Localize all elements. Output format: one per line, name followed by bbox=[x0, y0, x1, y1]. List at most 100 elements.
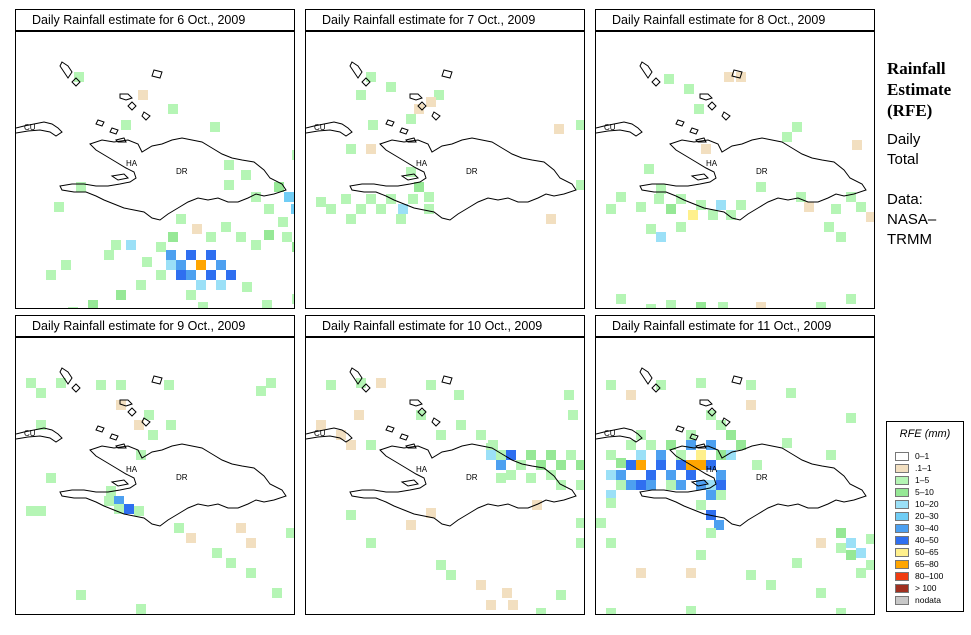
rainfall-cell bbox=[666, 440, 676, 450]
coastline bbox=[417, 101, 427, 111]
label-cuba: CU bbox=[314, 123, 326, 132]
rainfall-cell bbox=[566, 450, 576, 460]
rainfall-cell bbox=[606, 608, 616, 614]
rainfall-cell bbox=[166, 420, 176, 430]
rainfall-cell bbox=[656, 450, 666, 460]
coastline bbox=[417, 407, 427, 417]
label-haiti: HA bbox=[706, 159, 718, 168]
rainfall-cell bbox=[866, 534, 874, 544]
rainfall-cell bbox=[836, 608, 846, 614]
rainfall-cell bbox=[396, 214, 406, 224]
coastline bbox=[639, 137, 867, 221]
rainfall-map-8-oct: CU HA DR bbox=[595, 31, 875, 309]
rainfall-cell bbox=[216, 280, 226, 290]
rainfall-map-10-oct: CU HA DR bbox=[305, 337, 585, 615]
rainfall-cell bbox=[576, 180, 584, 190]
coastline bbox=[690, 479, 710, 487]
rainfall-cell bbox=[756, 182, 766, 192]
rainfall-cell bbox=[104, 250, 114, 260]
rainfall-cell bbox=[816, 588, 826, 598]
rainfall-cell bbox=[198, 302, 208, 308]
coastline bbox=[141, 417, 151, 427]
coastline bbox=[349, 61, 363, 79]
coastline bbox=[349, 443, 577, 527]
rainfall-cell bbox=[554, 124, 564, 134]
rainfall-cell bbox=[736, 200, 746, 210]
rainfall-cell bbox=[636, 460, 646, 470]
rainfall-cell bbox=[156, 242, 166, 252]
rainfall-cell bbox=[508, 600, 518, 610]
rainfall-cell bbox=[736, 72, 746, 82]
coastline bbox=[441, 69, 453, 79]
rainfall-cell bbox=[221, 222, 231, 232]
rainfall-cell bbox=[686, 440, 696, 450]
legend-swatch bbox=[895, 452, 909, 461]
coastline bbox=[110, 173, 130, 181]
rainfall-cell bbox=[696, 450, 706, 460]
coastline bbox=[400, 173, 420, 181]
coastline bbox=[695, 137, 707, 143]
coastline bbox=[127, 101, 137, 111]
rainfall-cell bbox=[796, 192, 806, 202]
rainfall-cell bbox=[346, 144, 356, 154]
rainfall-cell bbox=[696, 378, 706, 388]
rainfall-cell bbox=[676, 460, 686, 470]
rainfall-cell bbox=[346, 214, 356, 224]
rainfall-cell bbox=[576, 480, 584, 490]
coastline bbox=[151, 375, 163, 385]
rainfall-cell bbox=[486, 450, 496, 460]
coastline bbox=[385, 119, 395, 127]
rainfall-cell bbox=[236, 523, 246, 533]
rainfall-cell bbox=[76, 590, 86, 600]
coastline bbox=[71, 77, 81, 87]
rainfall-cell bbox=[406, 167, 416, 177]
rainfall-cell bbox=[236, 232, 246, 242]
rainfall-cell bbox=[116, 400, 126, 410]
coastline bbox=[110, 479, 130, 487]
rainfall-cell bbox=[606, 490, 616, 500]
rfe-legend: RFE (mm) 0–1 .1–1 1–5 5–10 10–20 20–30 30–40 40… bbox=[886, 421, 964, 612]
rainfall-cell bbox=[716, 480, 726, 490]
rainfall-cell bbox=[26, 506, 36, 516]
rainfall-cell bbox=[636, 202, 646, 212]
coastline bbox=[361, 383, 371, 393]
coastline bbox=[639, 443, 867, 527]
coastline bbox=[699, 93, 713, 101]
rainfall-cell bbox=[701, 144, 711, 154]
coastline bbox=[707, 407, 717, 417]
label-cuba: CU bbox=[314, 429, 326, 438]
rainfall-cell bbox=[686, 568, 696, 578]
rainfall-cell bbox=[556, 590, 566, 600]
coastline bbox=[405, 443, 417, 449]
rainfall-cell bbox=[168, 104, 178, 114]
rainfall-cell bbox=[646, 470, 656, 480]
coastline bbox=[596, 121, 643, 137]
rainfall-cell bbox=[831, 204, 841, 214]
rainfall-cell bbox=[226, 270, 236, 280]
rainfall-cell bbox=[356, 90, 366, 100]
rainfall-cell bbox=[46, 270, 56, 280]
rainfall-cell bbox=[866, 212, 874, 222]
rainfall-cell bbox=[496, 473, 506, 483]
rainfall-cell bbox=[502, 588, 512, 598]
label-haiti: HA bbox=[416, 465, 428, 474]
label-dominican-republic: DR bbox=[466, 473, 478, 482]
rainfall-cell bbox=[616, 458, 626, 468]
coastline bbox=[731, 69, 743, 79]
rainfall-cell bbox=[436, 560, 446, 570]
rainfall-cell bbox=[368, 120, 378, 130]
rainfall-cell bbox=[792, 122, 802, 132]
rainfall-cell bbox=[166, 250, 176, 260]
rainfall-cell bbox=[206, 232, 216, 242]
data-source-line-1: Data: bbox=[887, 191, 923, 208]
coastline bbox=[16, 427, 63, 443]
rainfall-cell bbox=[696, 550, 706, 560]
coastline bbox=[675, 425, 685, 433]
legend-swatch bbox=[895, 512, 909, 521]
panel-title-10-oct: Daily Rainfall estimate for 10 Oct., 200… bbox=[305, 315, 585, 337]
rainfall-cell bbox=[264, 204, 274, 214]
rainfall-cell bbox=[346, 510, 356, 520]
coastline bbox=[409, 93, 423, 101]
rainfall-cell bbox=[138, 90, 148, 100]
rainfall-cell bbox=[496, 460, 506, 470]
